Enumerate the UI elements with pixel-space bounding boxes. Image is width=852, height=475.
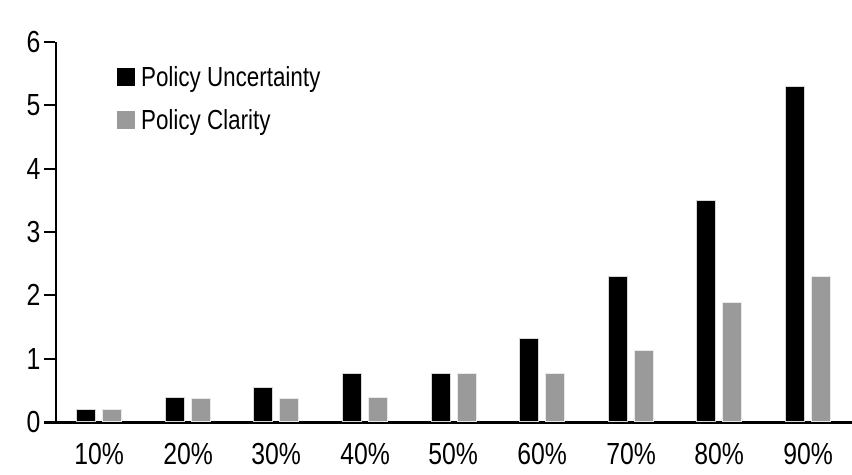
x-axis-label-30: 30%: [251, 436, 302, 471]
y-axis-tick-label-5: 5: [26, 87, 40, 123]
x-axis-label-50: 50%: [428, 436, 479, 471]
bar-policy-uncertainty-20: [164, 396, 185, 422]
bar-policy-clarity-70: [633, 350, 654, 422]
y-axis-tick-1: [44, 357, 55, 360]
legend-swatch-policy-uncertainty: [117, 68, 135, 86]
bar-policy-clarity-20: [190, 397, 211, 422]
legend-item-policy-uncertainty: Policy Uncertainty: [117, 63, 365, 91]
y-axis-tick-0: [44, 421, 55, 423]
y-axis-tick-label-0: 0: [26, 404, 40, 439]
bar-policy-clarity-90: [811, 276, 831, 422]
x-axis-label-40: 40%: [340, 436, 390, 471]
bar-policy-uncertainty-90: [785, 86, 805, 422]
x-axis-label-70: 70%: [605, 436, 656, 471]
legend-item-policy-clarity: Policy Clarity: [117, 106, 365, 134]
x-axis-label-20: 20%: [162, 436, 213, 471]
bar-policy-clarity-80: [722, 301, 743, 422]
legend-label-policy-uncertainty: Policy Uncertainty: [141, 61, 321, 92]
x-axis-label-80: 80%: [694, 436, 745, 471]
y-axis-tick-label-3: 3: [26, 214, 40, 249]
bar-policy-uncertainty-60: [519, 337, 540, 422]
bar-policy-uncertainty-40: [341, 373, 362, 422]
x-axis-label-90: 90%: [783, 436, 833, 471]
legend-swatch-policy-clarity: [117, 111, 135, 129]
y-axis-tick-label-1: 1: [26, 340, 40, 376]
y-axis-tick-label-6: 6: [26, 24, 40, 59]
bar-policy-clarity-30: [279, 397, 300, 422]
bar-policy-clarity-10: [102, 409, 122, 422]
bar-policy-uncertainty-50: [430, 372, 451, 422]
bar-policy-clarity-60: [545, 373, 566, 422]
x-axis-label-10: 10%: [74, 436, 124, 471]
y-axis-line: [55, 42, 57, 423]
legend: Policy Uncertainty Policy Clarity: [117, 63, 365, 134]
y-axis-tick-2: [44, 294, 55, 297]
y-axis-tick-6: [44, 41, 55, 43]
bar-policy-uncertainty-30: [253, 387, 274, 422]
legend-label-policy-clarity: Policy Clarity: [141, 104, 271, 135]
x-axis-label-60: 60%: [517, 436, 567, 471]
x-axis-line: [44, 421, 852, 424]
y-axis-tick-label-4: 4: [26, 150, 40, 186]
y-axis-tick-label-2: 2: [26, 277, 40, 313]
bar-policy-uncertainty-80: [696, 200, 717, 422]
y-axis-tick-3: [44, 231, 55, 233]
bar-policy-uncertainty-10: [76, 409, 96, 422]
bar-policy-clarity-50: [456, 373, 477, 422]
y-axis-tick-4: [44, 167, 55, 170]
bar-policy-clarity-40: [367, 396, 388, 422]
y-axis-tick-5: [44, 104, 55, 107]
bar-policy-uncertainty-70: [607, 276, 628, 422]
